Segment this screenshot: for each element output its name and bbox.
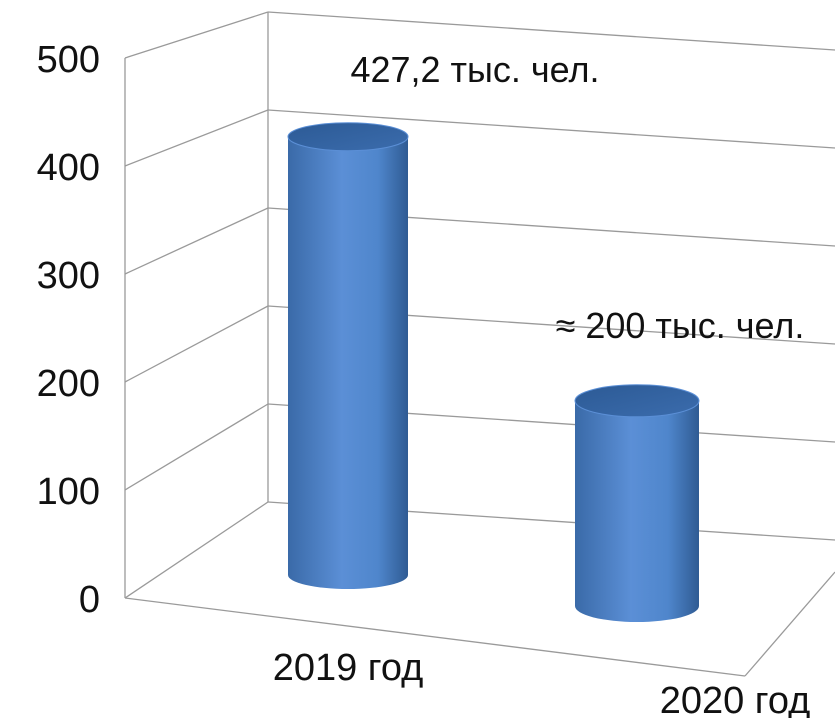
gridline-side bbox=[124, 305, 269, 383]
y-axis-ticks: 0 100 200 300 400 500 bbox=[37, 39, 100, 621]
bars bbox=[287, 122, 700, 622]
x-tick-label: 2019 год bbox=[273, 647, 424, 689]
bar-body bbox=[288, 136, 408, 589]
gridline-back bbox=[267, 109, 835, 149]
gridline-side bbox=[124, 207, 269, 275]
gridline-back bbox=[267, 11, 835, 51]
gridline-side bbox=[124, 403, 269, 491]
bar-body bbox=[575, 400, 699, 622]
gridline-side bbox=[124, 501, 269, 599]
chart-walls bbox=[124, 12, 835, 677]
bar-2 bbox=[574, 384, 700, 622]
x-axis-labels: 2019 год 2020 год bbox=[273, 647, 811, 718]
x-tick-label: 2020 год bbox=[660, 680, 811, 718]
y-tick-label: 200 bbox=[37, 363, 100, 405]
floor-front-edge bbox=[124, 597, 746, 677]
y-tick-label: 400 bbox=[37, 147, 100, 189]
floor-right-edge bbox=[744, 571, 835, 677]
y-tick-label: 0 bbox=[79, 579, 100, 621]
bar-1 bbox=[287, 122, 409, 589]
y-tick-label: 500 bbox=[37, 39, 100, 81]
data-label: 427,2 тыс. чел. bbox=[350, 49, 599, 90]
gridline-side bbox=[124, 109, 269, 167]
y-tick-label: 300 bbox=[37, 255, 100, 297]
bar-top bbox=[287, 122, 409, 152]
bar-top bbox=[574, 384, 700, 418]
y-tick-label: 100 bbox=[37, 471, 100, 513]
gridline-side bbox=[124, 11, 269, 59]
data-labels: 427,2 тыс. чел. ≈ 200 тыс. чел. bbox=[350, 49, 804, 346]
data-label: ≈ 200 тыс. чел. bbox=[556, 305, 805, 346]
